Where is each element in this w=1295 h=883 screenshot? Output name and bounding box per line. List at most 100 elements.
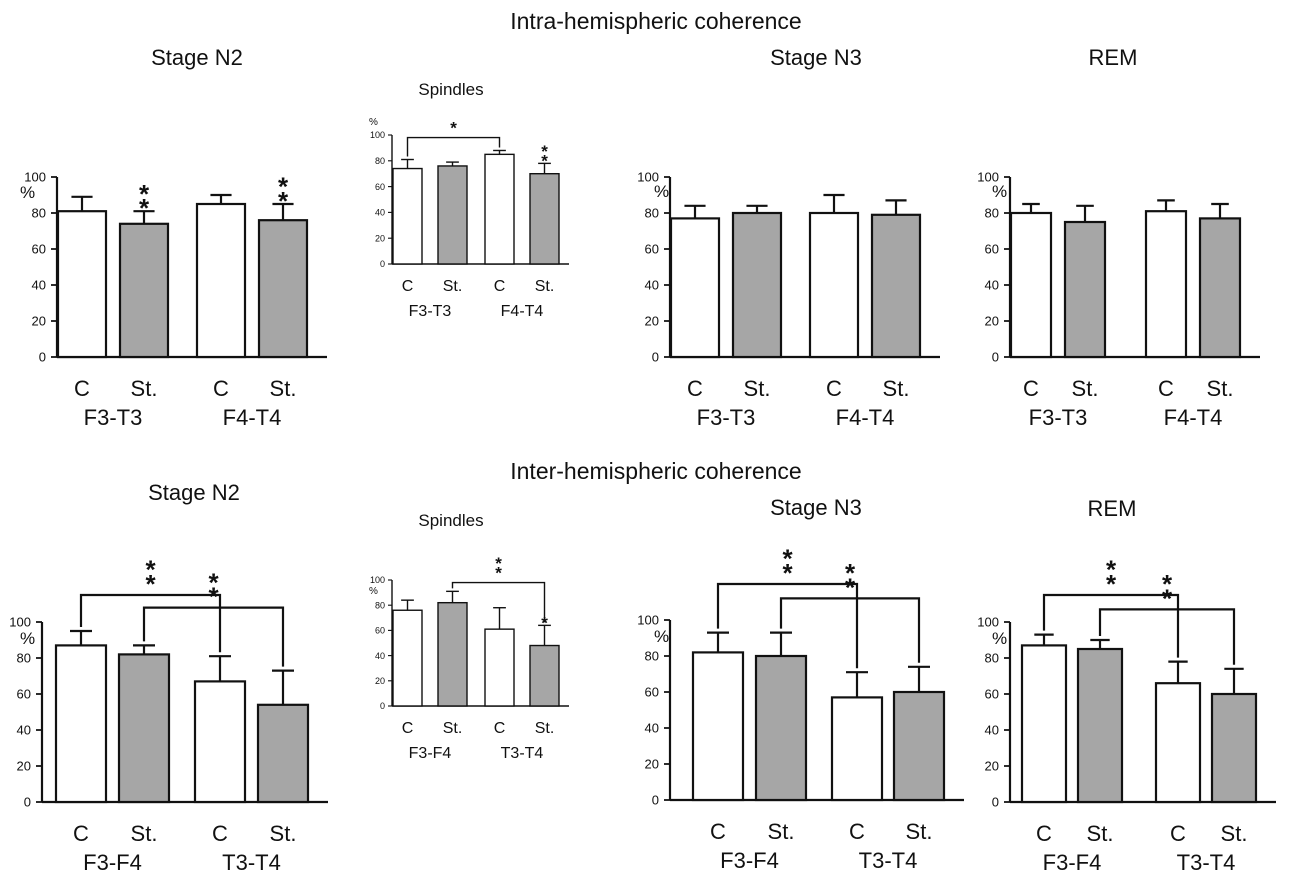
y-tick-label: 20 bbox=[985, 759, 999, 774]
chart-panel-6: Spindles 0 20 40 60 80 100% C St. F3-F4 C * St. T3-T4… bbox=[369, 511, 569, 762]
bar bbox=[754, 654, 808, 802]
y-tick-label: 40 bbox=[32, 278, 46, 293]
category-label: St. bbox=[443, 720, 463, 737]
y-tick-label: 100 bbox=[24, 170, 46, 185]
y-tick-label: 80 bbox=[375, 600, 385, 610]
bar bbox=[54, 644, 108, 804]
category-label: C bbox=[849, 819, 865, 844]
y-tick-label: 40 bbox=[985, 278, 999, 293]
y-tick-label: 100 bbox=[370, 575, 385, 585]
panel-title: Stage N2 bbox=[151, 45, 243, 70]
chart-panel-1: Stage N2020406080100%C**St.F3-T3C**St.F4… bbox=[20, 45, 327, 430]
significance-marker: * bbox=[541, 613, 548, 632]
comparison-marker: * bbox=[782, 558, 793, 588]
panel-title: Stage N3 bbox=[770, 495, 862, 520]
comparison-marker: * bbox=[1106, 569, 1117, 599]
category-label: C bbox=[494, 720, 506, 737]
category-label: C bbox=[1023, 376, 1039, 401]
comparison-marker: * bbox=[145, 569, 156, 599]
group-label: F3-T3 bbox=[409, 303, 452, 320]
panel-title: Stage N2 bbox=[148, 480, 240, 505]
y-axis-label: % bbox=[992, 629, 1007, 648]
significance-marker: * bbox=[139, 193, 150, 223]
bar bbox=[1198, 217, 1242, 359]
y-tick-label: 100 bbox=[977, 170, 999, 185]
y-tick-label: 40 bbox=[375, 651, 385, 661]
category-label: St. bbox=[906, 819, 933, 844]
chart-panels: Stage N2020406080100%C**St.F3-T3C**St.F4… bbox=[9, 45, 1276, 875]
y-tick-label: 40 bbox=[645, 278, 659, 293]
bar bbox=[1144, 210, 1188, 359]
bar bbox=[256, 703, 310, 804]
category-label: C bbox=[1036, 821, 1052, 846]
y-tick-label: 20 bbox=[375, 676, 385, 686]
comparison-marker: * bbox=[845, 572, 856, 602]
category-label: St. bbox=[768, 819, 795, 844]
bar bbox=[118, 222, 170, 359]
y-tick-label: 60 bbox=[985, 242, 999, 257]
y-tick-label: 100 bbox=[637, 613, 659, 628]
bar bbox=[529, 172, 560, 265]
bar bbox=[1009, 211, 1053, 359]
bar bbox=[195, 202, 247, 359]
group-label: F4-T4 bbox=[501, 303, 544, 320]
y-tick-label: 80 bbox=[645, 649, 659, 664]
bar bbox=[484, 628, 515, 707]
group-label: F3-F4 bbox=[720, 848, 779, 873]
category-label: C bbox=[1170, 821, 1186, 846]
chart-panel-3: Stage N3 0 20 40 60 80 100% C St. F3-T3 C St. F4-T4 bbox=[637, 45, 940, 430]
comparison-marker: * bbox=[495, 564, 502, 583]
y-tick-label: 0 bbox=[992, 795, 999, 810]
significance-marker: * bbox=[541, 151, 548, 170]
group-label: F4-T4 bbox=[836, 405, 895, 430]
bar bbox=[830, 696, 884, 802]
significance-marker: * bbox=[139, 179, 150, 209]
section-title-intra: Intra-hemispheric coherence bbox=[510, 8, 801, 34]
comparison-marker: * bbox=[450, 119, 457, 138]
category-label: St. bbox=[270, 376, 297, 401]
y-tick-label: 60 bbox=[375, 182, 385, 192]
y-tick-label: 60 bbox=[985, 687, 999, 702]
panel-title: REM bbox=[1088, 496, 1137, 521]
comparison-bracket bbox=[1098, 608, 1236, 665]
y-axis-label: % bbox=[654, 182, 669, 201]
panel-title: Stage N3 bbox=[770, 45, 862, 70]
y-tick-label: 60 bbox=[645, 685, 659, 700]
comparison-bracket bbox=[779, 597, 921, 663]
comparison-marker: * bbox=[1106, 555, 1117, 585]
bar bbox=[437, 165, 468, 265]
bar bbox=[484, 153, 515, 265]
category-label: St. bbox=[1087, 821, 1114, 846]
comparison-marker: * bbox=[1162, 583, 1173, 613]
category-label: C bbox=[73, 821, 89, 846]
y-tick-label: 20 bbox=[645, 314, 659, 329]
y-tick-label: 0 bbox=[652, 350, 659, 365]
y-axis-label: % bbox=[20, 629, 35, 648]
bar bbox=[669, 217, 721, 359]
category-label: St. bbox=[883, 376, 910, 401]
group-label: F4-T4 bbox=[1164, 405, 1223, 430]
y-tick-label: 40 bbox=[645, 721, 659, 736]
group-label: T3-T4 bbox=[222, 850, 281, 875]
category-label: St. bbox=[131, 821, 158, 846]
section-title-inter: Inter-hemispheric coherence bbox=[510, 458, 801, 484]
category-label: St. bbox=[1221, 821, 1248, 846]
y-tick-label: 100 bbox=[637, 170, 659, 185]
y-tick-label: 0 bbox=[24, 795, 31, 810]
comparison-marker: * bbox=[495, 554, 502, 573]
y-tick-label: 100 bbox=[977, 615, 999, 630]
bar bbox=[56, 210, 108, 359]
y-tick-label: 20 bbox=[645, 757, 659, 772]
y-tick-label: 0 bbox=[380, 259, 385, 269]
category-label: C bbox=[710, 819, 726, 844]
bar bbox=[193, 680, 247, 804]
y-tick-label: 0 bbox=[39, 350, 46, 365]
bar bbox=[892, 690, 946, 802]
group-label: F3-T3 bbox=[84, 405, 143, 430]
comparison-marker: * bbox=[208, 567, 219, 597]
significance-marker: * bbox=[278, 172, 289, 202]
y-tick-label: 20 bbox=[17, 759, 31, 774]
y-tick-label: 100 bbox=[9, 615, 31, 630]
